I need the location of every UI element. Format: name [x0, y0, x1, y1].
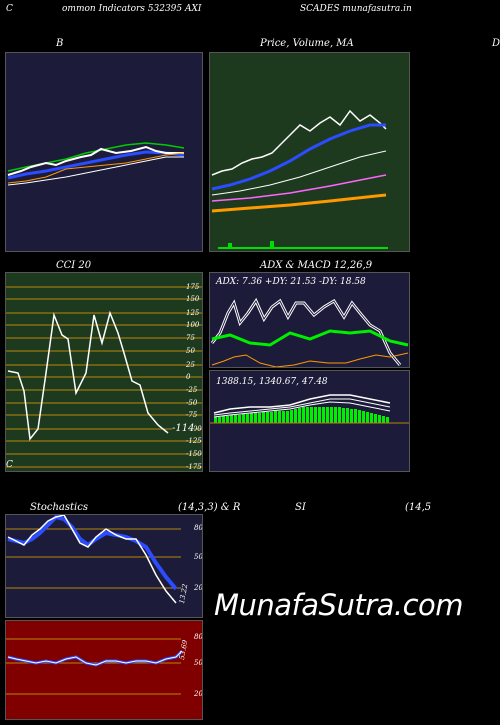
stoch-tick-20: 20	[194, 584, 203, 592]
stochastics-panel: 80 50 20 13.22	[5, 514, 203, 618]
ma-orange	[211, 193, 387, 213]
price-title: Price, Volume, MA	[260, 38, 354, 49]
macd-chart	[210, 394, 409, 424]
cci-tick-neg75: -75	[186, 411, 198, 419]
adx-chart	[210, 297, 409, 367]
header-title: ommon Indicators 532395 AXI	[62, 4, 202, 14]
stoch-title-mid: (14,3,3) & R	[178, 502, 241, 513]
cci-tick-125: 125	[186, 309, 200, 317]
adx-plus-di-inner	[211, 299, 401, 366]
macd-values: 1388.15, 1340.67, 47.48	[216, 377, 328, 387]
bollinger-panel	[5, 52, 203, 252]
adx-line	[211, 329, 409, 347]
bb-middle-band	[7, 150, 185, 180]
watermark: MunafaSutra.com	[214, 588, 464, 622]
bollinger-chart	[7, 142, 185, 186]
bb-lower-band	[7, 156, 184, 186]
header-left: C	[6, 4, 13, 14]
stoch-d-line	[7, 515, 178, 591]
cci-chart	[6, 286, 202, 468]
cci-tick-100: 100	[186, 321, 200, 329]
cci-tick-neg50: -50	[186, 399, 198, 407]
stoch-tick-80: 80	[194, 524, 203, 532]
stoch-tick-50: 50	[194, 553, 203, 561]
cci-tick-150: 150	[186, 295, 200, 303]
stoch-k-line	[7, 515, 177, 604]
macd-histogram	[214, 407, 389, 423]
rsi-tick-80: 80	[194, 633, 203, 641]
cci-tick-0: 0	[186, 373, 191, 381]
adx-title: ADX & MACD 12,26,9	[260, 260, 373, 271]
cci-tick-neg150: -150	[186, 450, 202, 458]
cci-tick-neg125: -125	[186, 437, 202, 445]
cci-tick-25: 25	[186, 361, 195, 369]
rsi-tick-20: 20	[194, 690, 203, 698]
price-panel	[209, 52, 410, 252]
stoch-title: Stochastics	[30, 502, 88, 513]
ma-white	[211, 150, 387, 196]
bb-ma-line	[7, 152, 185, 184]
price-line	[211, 109, 387, 176]
stoch-chart	[6, 515, 181, 604]
adx-panel: ADX: 7.36 +DY: 21.53 -DY: 18.58	[209, 272, 410, 368]
macd-extra	[213, 401, 391, 418]
stoch-title-right: (14,5	[405, 502, 432, 513]
adx-minus-di	[211, 352, 409, 367]
macd-panel: 1388.15, 1340.67, 47.48	[209, 370, 410, 472]
bb-price-line	[7, 145, 184, 176]
cci-line	[7, 310, 169, 441]
rsi-panel: 80 50 20 53.69	[5, 620, 203, 720]
cci-tick-175: 175	[186, 283, 200, 291]
rsi-tick-50: 50	[194, 659, 203, 667]
cci-panel: 175 150 125 100 75 50 25 0 -25 -50 -75 -…	[5, 272, 203, 472]
adx-values: ADX: 7.36 +DY: 21.53 -DY: 18.58	[216, 277, 366, 287]
cci-tick-50: 50	[186, 347, 195, 355]
stoch-title-si: SI	[295, 502, 306, 513]
ma-pink	[211, 174, 387, 202]
macd-signal	[213, 398, 391, 416]
edge-label: D	[492, 38, 500, 49]
cci-tick-75: 75	[186, 334, 195, 342]
price-chart	[211, 109, 388, 249]
macd-line	[213, 394, 391, 414]
header-site: SCADES munafasutra.in	[300, 4, 412, 14]
rsi-chart	[6, 638, 184, 695]
cci-tick-neg175: -175	[186, 463, 202, 471]
volume-bars	[218, 241, 388, 249]
cci-title: CCI 20	[56, 260, 92, 271]
bb-title: B	[56, 38, 64, 49]
cci-last-value: -114	[172, 423, 195, 434]
footer-left: C	[6, 460, 13, 470]
rsi-line-inner	[7, 650, 183, 666]
ma-blue	[211, 123, 386, 191]
cci-tick-neg25: -25	[186, 386, 198, 394]
